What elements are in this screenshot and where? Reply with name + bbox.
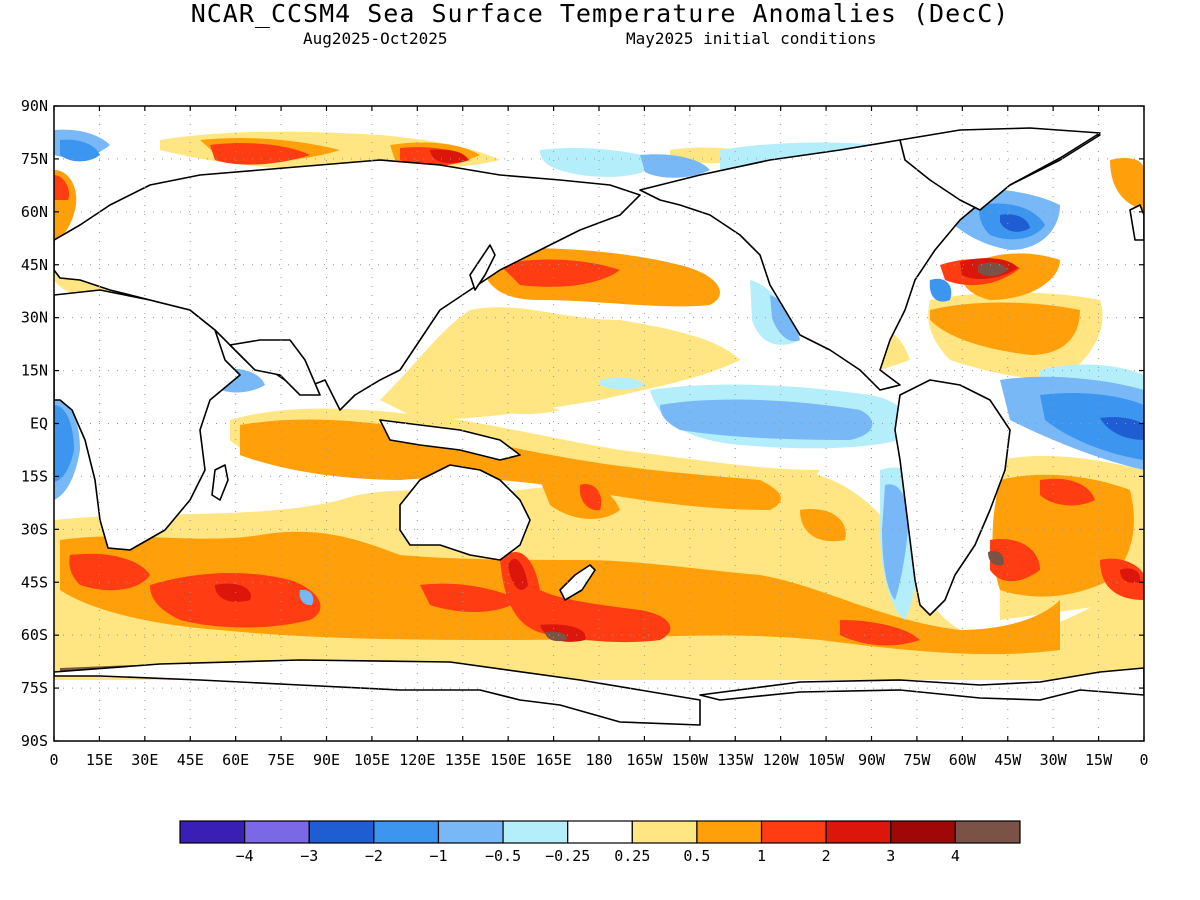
new-zealand-landmass <box>559 564 596 601</box>
longitude-label: 15W <box>1085 751 1113 769</box>
latitude-label: 15S <box>21 467 48 485</box>
map-plot-area: 90N 75N 60N 45N 30N 15N EQ 15S 30S 45S 60S 75S 90S 0… <box>21 97 1149 769</box>
colorbar-label: −4 <box>236 847 254 865</box>
colorbar-swatch <box>954 820 1021 844</box>
longitude-label: 150W <box>672 751 709 769</box>
longitude-label: 0 <box>49 751 58 769</box>
coastlines <box>54 127 1144 726</box>
colorbar-swatch <box>760 820 827 844</box>
colorbar-label: 3 <box>886 847 895 865</box>
colorbar-swatch <box>567 820 633 844</box>
latitude-label: 75N <box>21 150 48 168</box>
colorbar-label: −0.5 <box>485 847 521 865</box>
longitude-label: 75E <box>268 751 295 769</box>
greenland-landmass <box>899 127 1101 211</box>
colorbar-swatch <box>244 820 310 844</box>
longitude-axis: 0 15E 30E 45E 60E 75E 90E 105E 120E 135E 150E 165E 1… <box>49 751 1148 769</box>
anomaly-layer-neg2 <box>1000 214 1144 440</box>
australia-landmass <box>399 464 531 561</box>
colorbar-swatch <box>890 820 956 844</box>
longitude-label: 30E <box>131 751 158 769</box>
colorbar-label: 1 <box>757 847 766 865</box>
longitude-label: 15E <box>86 751 113 769</box>
anomaly-field <box>54 127 1144 726</box>
colorbar-swatch <box>373 820 440 844</box>
longitude-label: 90E <box>313 751 340 769</box>
colorbar-label: 2 <box>822 847 831 865</box>
colorbar-label: 0.5 <box>683 847 710 865</box>
latitude-label: 45S <box>21 573 48 591</box>
maritime-continent-landmass <box>379 419 521 461</box>
colorbar-swatch <box>179 820 246 844</box>
longitude-label: 0 <box>1139 751 1148 769</box>
longitude-label: 45E <box>177 751 204 769</box>
anomaly-layer-1 <box>54 143 1144 646</box>
colorbar-swatch <box>308 820 375 844</box>
colorbar-legend: −4 −3 −2 −1 −0.5 −0.25 0.25 0.5 1 2 3 4 <box>179 820 1021 865</box>
colorbar-label: 4 <box>951 847 960 865</box>
colorbar-swatch <box>502 820 569 844</box>
antarctica-landmass-west <box>54 659 701 726</box>
latitude-label: 75S <box>21 679 48 697</box>
colorbar-swatch <box>437 820 504 844</box>
longitude-label: 60E <box>222 751 249 769</box>
longitude-label: 165E <box>536 751 572 769</box>
colorbar-swatch <box>696 820 763 844</box>
colorbar-swatch <box>631 820 698 844</box>
longitude-label: 105E <box>354 751 390 769</box>
forecast-period: Aug2025-Oct2025 <box>303 29 448 48</box>
longitude-label: 120E <box>399 751 435 769</box>
longitude-label: 120W <box>763 751 800 769</box>
longitude-label: 165W <box>626 751 663 769</box>
latitude-label: 45N <box>21 256 48 274</box>
anomaly-layer-neg1 <box>54 139 1144 482</box>
colorbar-label: −1 <box>429 847 447 865</box>
india-landmass <box>229 339 321 396</box>
longitude-label: 105W <box>808 751 845 769</box>
colorbar-label: −2 <box>365 847 383 865</box>
eurasia-landmass <box>54 159 641 411</box>
longitude-label: 45W <box>994 751 1022 769</box>
longitude-label: 60W <box>949 751 977 769</box>
longitude-label: 135W <box>717 751 754 769</box>
initial-conditions: May2025 initial conditions <box>626 29 877 48</box>
south-america-landmass <box>894 379 1011 616</box>
latitude-label: 60N <box>21 203 48 221</box>
longitude-label: 75W <box>903 751 931 769</box>
longitude-label: 180 <box>585 751 612 769</box>
colorbar-label: 0.25 <box>614 847 650 865</box>
longitude-label: 135E <box>445 751 481 769</box>
axis-ticks <box>53 105 1145 742</box>
longitude-label: 90W <box>858 751 886 769</box>
longitude-label: 30W <box>1040 751 1068 769</box>
latitude-axis: 90N 75N 60N 45N 30N 15N EQ 15S 30S 45S 60S 75S 90S <box>21 97 48 750</box>
colorbar-label: −0.25 <box>545 847 590 865</box>
british-isles-landmass <box>1129 204 1144 241</box>
latitude-label: 90S <box>21 732 48 750</box>
madagascar-landmass <box>211 464 229 501</box>
latitude-label: 30S <box>21 520 48 538</box>
latitude-label: 90N <box>21 97 48 115</box>
latitude-label: 15N <box>21 362 48 380</box>
antarctica-landmass-east <box>699 667 1144 701</box>
japan-landmass <box>469 244 496 291</box>
latitude-label: 60S <box>21 626 48 644</box>
latitude-label: 30N <box>21 309 48 327</box>
latitude-label: EQ <box>30 415 48 433</box>
colorbar-label: −3 <box>300 847 318 865</box>
colorbar-swatch <box>825 820 892 844</box>
map-title: NCAR_CCSM4 Sea Surface Temperature Anoma… <box>190 0 1010 28</box>
longitude-label: 150E <box>490 751 526 769</box>
